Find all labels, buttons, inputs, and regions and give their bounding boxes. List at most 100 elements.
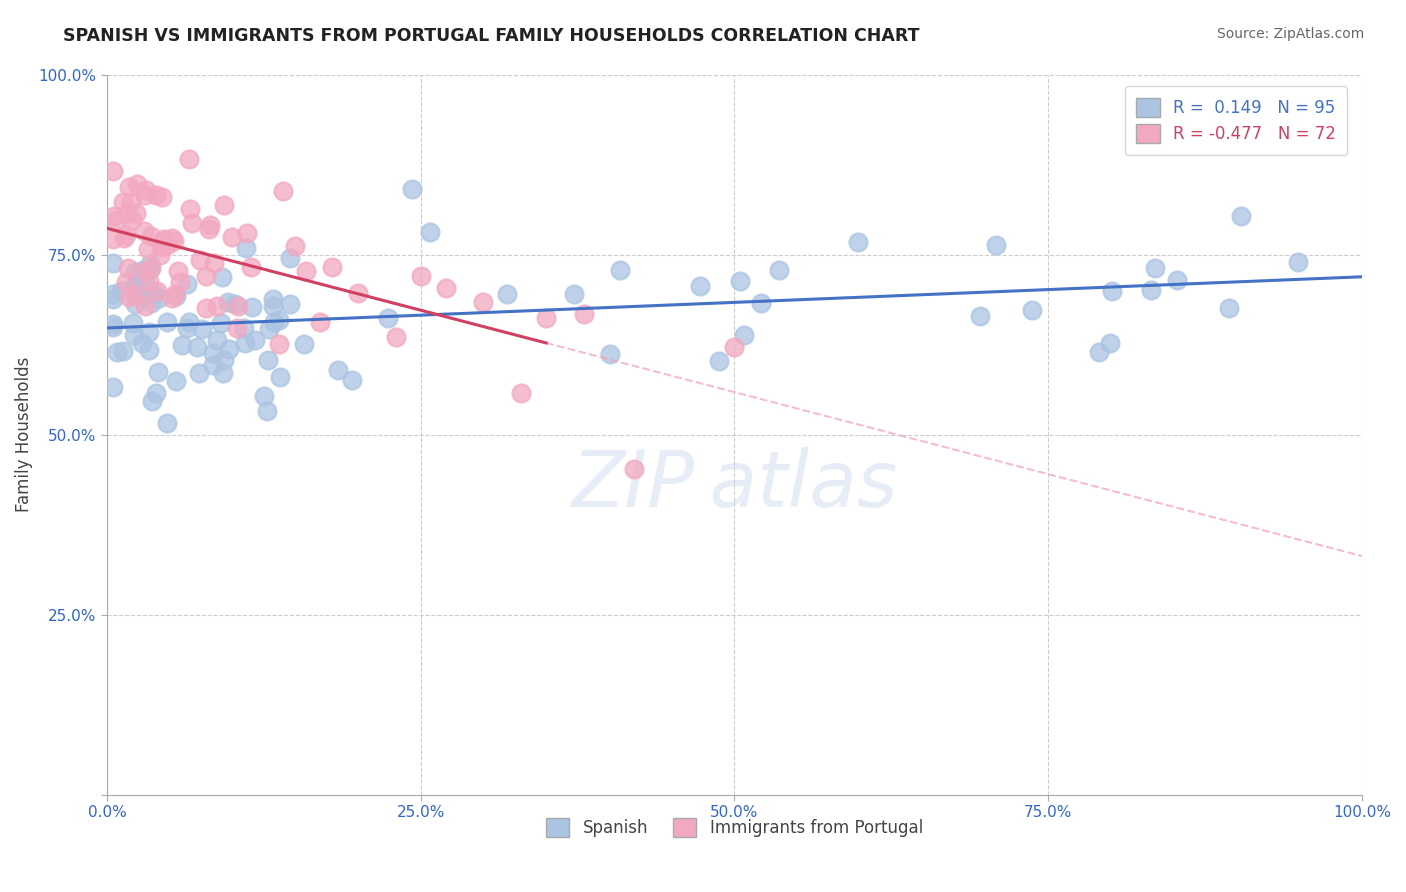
Point — [166, 264, 188, 278]
Point — [105, 345, 128, 359]
Point — [188, 253, 211, 268]
Point — [103, 210, 125, 224]
Point — [269, 337, 291, 351]
Point — [121, 212, 143, 227]
Point — [188, 366, 211, 380]
Point — [177, 316, 200, 330]
Point — [733, 327, 755, 342]
Point — [984, 238, 1007, 252]
Point — [278, 297, 301, 311]
Point — [138, 274, 160, 288]
Point — [132, 290, 155, 304]
Point — [768, 263, 790, 277]
Point — [165, 375, 187, 389]
Point — [163, 235, 186, 249]
Point — [146, 284, 169, 298]
Point — [226, 321, 249, 335]
Point — [262, 292, 284, 306]
Point — [233, 335, 256, 350]
Point — [235, 241, 257, 255]
Point — [572, 307, 595, 321]
Point — [263, 315, 285, 329]
Point — [239, 260, 262, 274]
Point — [472, 295, 495, 310]
Point — [1140, 283, 1163, 297]
Text: SPANISH VS IMMIGRANTS FROM PORTUGAL FAMILY HOUSEHOLDS CORRELATION CHART: SPANISH VS IMMIGRANTS FROM PORTUGAL FAMI… — [63, 27, 920, 45]
Point — [1218, 301, 1240, 315]
Point — [122, 277, 145, 292]
Point — [846, 235, 869, 249]
Point — [118, 179, 141, 194]
Point — [609, 262, 631, 277]
Point — [749, 296, 772, 310]
Point — [156, 315, 179, 329]
Point — [118, 290, 141, 304]
Point — [132, 224, 155, 238]
Point — [103, 319, 125, 334]
Point — [1021, 303, 1043, 318]
Point — [112, 195, 135, 210]
Text: Source: ZipAtlas.com: Source: ZipAtlas.com — [1216, 27, 1364, 41]
Point — [1088, 345, 1111, 359]
Point — [209, 316, 232, 330]
Point — [135, 183, 157, 197]
Point — [148, 291, 170, 305]
Point — [103, 380, 125, 394]
Point — [122, 328, 145, 343]
Text: ZIP atlas: ZIP atlas — [571, 447, 897, 523]
Point — [536, 311, 558, 326]
Point — [1099, 335, 1122, 350]
Point — [723, 340, 745, 354]
Point — [170, 338, 193, 352]
Point — [149, 248, 172, 262]
Point — [242, 300, 264, 314]
Point — [295, 263, 318, 277]
Point — [156, 417, 179, 431]
Point — [110, 284, 132, 298]
Point — [162, 291, 184, 305]
Point — [384, 330, 406, 344]
Point — [152, 234, 174, 248]
Point — [122, 280, 145, 294]
Point — [256, 353, 278, 368]
Point — [211, 269, 233, 284]
Point — [103, 164, 125, 178]
Point — [257, 322, 280, 336]
Point — [221, 230, 243, 244]
Point — [562, 287, 585, 301]
Point — [103, 232, 125, 246]
Point — [328, 363, 350, 377]
Point — [143, 285, 166, 300]
Point — [136, 242, 159, 256]
Point — [165, 287, 187, 301]
Point — [419, 225, 441, 239]
Point — [969, 309, 991, 323]
Point — [104, 213, 127, 227]
Point — [122, 316, 145, 330]
Point — [253, 389, 276, 403]
Y-axis label: Family Households: Family Households — [15, 357, 32, 512]
Point — [124, 296, 146, 310]
Point — [165, 289, 187, 303]
Point — [103, 293, 125, 307]
Point — [284, 239, 307, 253]
Point — [139, 262, 162, 277]
Point — [103, 286, 125, 301]
Point — [207, 333, 229, 347]
Point — [111, 344, 134, 359]
Point — [217, 295, 239, 310]
Point — [138, 343, 160, 357]
Point — [132, 262, 155, 277]
Point — [212, 353, 235, 368]
Point — [267, 312, 290, 326]
Point — [134, 264, 156, 278]
Point — [138, 325, 160, 339]
Point — [245, 333, 267, 347]
Point — [262, 299, 284, 313]
Point — [115, 275, 138, 289]
Point — [218, 343, 240, 357]
Point — [112, 231, 135, 245]
Point — [115, 228, 138, 243]
Point — [510, 385, 533, 400]
Point — [202, 358, 225, 372]
